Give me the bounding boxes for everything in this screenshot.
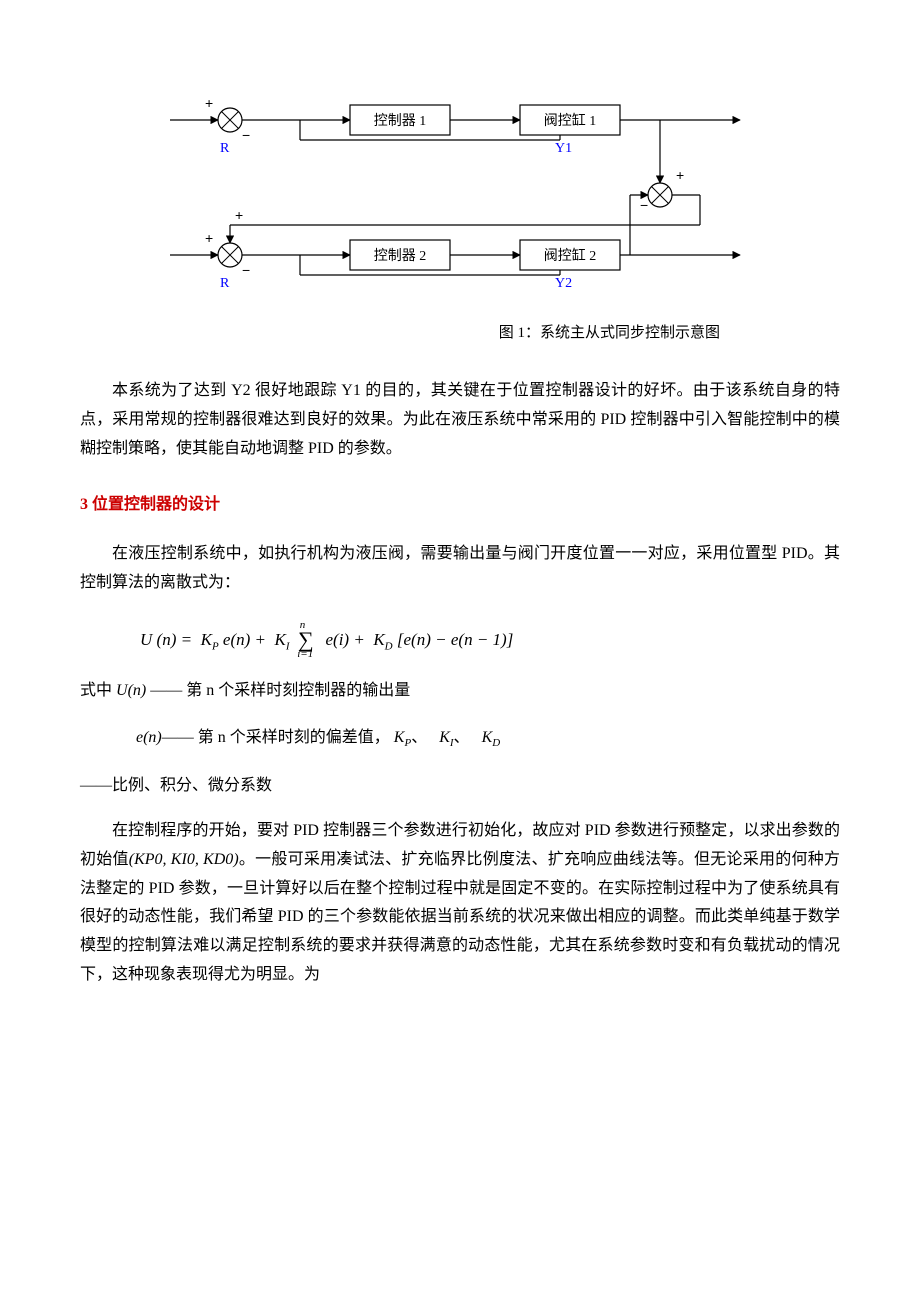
svg-text:控制器 1: 控制器 1 — [374, 113, 427, 129]
svg-text:控制器 2: 控制器 2 — [374, 248, 427, 264]
para3-b: 。一般可采用凑试法、扩充临界比例度法、扩充响应曲线法等。但无论采用的何种方法整定… — [80, 851, 840, 983]
symbol-kp: KP — [394, 729, 411, 746]
legend-prefix: 式中 — [80, 682, 116, 699]
legend-en-desc: —— 第 n 个采样时刻的偏差值， — [162, 729, 394, 746]
svg-text:+: + — [235, 207, 243, 223]
svg-text:Y1: Y1 — [555, 141, 572, 156]
diagram-svg: 控制器 1 阀控缸 1 控制器 2 阀控缸 2 R Y1 R Y2 + − + − + + − — [160, 80, 760, 290]
svg-text:+: + — [205, 95, 213, 111]
legend-en: e(n)—— 第 n 个采样时刻的偏差值， KP、 KI、 KD — [80, 724, 840, 754]
svg-text:−: − — [640, 197, 648, 213]
svg-text:+: + — [205, 230, 213, 246]
svg-text:+: + — [676, 167, 684, 183]
symbol-un: U(n) — [116, 682, 146, 699]
legend-un: 式中 U(n) —— 第 n 个采样时刻控制器的输出量 — [80, 677, 840, 706]
legend-un-desc: —— 第 n 个采样时刻控制器的输出量 — [150, 682, 410, 699]
paragraph-intro: 本系统为了达到 Y2 很好地跟踪 Y1 的目的，其关键在于位置控制器设计的好坏。… — [80, 377, 840, 463]
init-params: (KP0, KI0, KD0) — [129, 851, 239, 868]
legend-coeff: ——比例、积分、微分系数 — [80, 772, 840, 801]
svg-text:−: − — [242, 262, 250, 278]
control-diagram: 控制器 1 阀控缸 1 控制器 2 阀控缸 2 R Y1 R Y2 + − + − + + − — [160, 80, 760, 290]
svg-text:阀控缸 2: 阀控缸 2 — [544, 247, 597, 264]
symbol-kd: KD — [482, 729, 501, 746]
svg-text:R: R — [220, 141, 230, 156]
symbol-en: e(n) — [136, 729, 162, 746]
figure-caption: 图 1：系统主从式同步控制示意图 — [80, 320, 840, 347]
pid-formula: U (n) = KP e(n) + KI ∑ni=1 e(i) + KD [e(… — [140, 618, 840, 658]
paragraph-2: 在液压控制系统中，如执行机构为液压阀，需要输出量与阀门开度位置一一对应，采用位置… — [80, 540, 840, 598]
symbol-ki: KI — [439, 729, 453, 746]
svg-text:R: R — [220, 276, 230, 290]
svg-text:Y2: Y2 — [555, 276, 572, 290]
section-3-title: 3 位置控制器的设计 — [80, 491, 840, 520]
svg-text:−: − — [242, 127, 250, 143]
svg-text:阀控缸 1: 阀控缸 1 — [544, 112, 597, 129]
paragraph-3: 在控制程序的开始，要对 PID 控制器三个参数进行初始化，故应对 PID 参数进… — [80, 817, 840, 990]
